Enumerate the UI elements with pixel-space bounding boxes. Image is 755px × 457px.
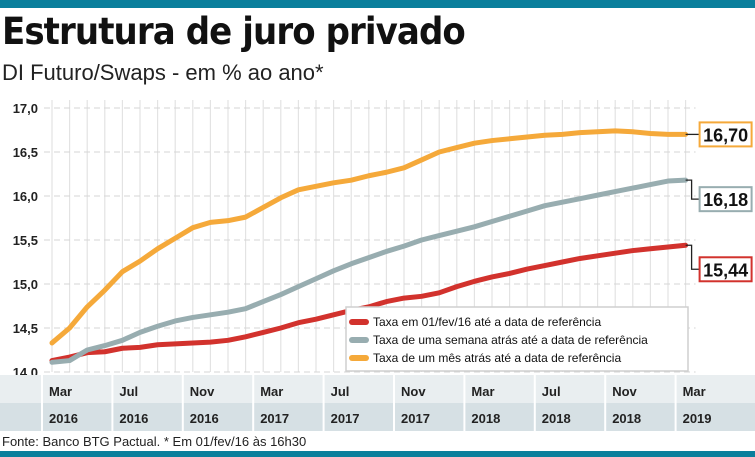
y-tick-label: 14,5 bbox=[13, 321, 38, 336]
legend: Taxa em 01/fev/16 até a data de referênc… bbox=[345, 306, 689, 372]
source-note: Fonte: Banco BTG Pactual. * Em 01/fev/16… bbox=[2, 434, 307, 449]
x-tick-month: Jul bbox=[542, 384, 561, 399]
chart-title: Estrutura de juro privado bbox=[2, 10, 466, 53]
x-tick-year: 2017 bbox=[260, 411, 289, 426]
x-tick-year: 2016 bbox=[49, 411, 78, 426]
series-line bbox=[49, 177, 689, 365]
x-tick-year: 2016 bbox=[190, 411, 219, 426]
x-tick-month: Mar bbox=[683, 384, 706, 399]
x-tick-month: Nov bbox=[190, 384, 215, 399]
legend-label: Taxa de um mês atrás até a data de refer… bbox=[373, 351, 621, 365]
end-label-connector bbox=[685, 179, 700, 200]
chart-subtitle: DI Futuro/Swaps - em % ao ano* bbox=[2, 60, 324, 85]
y-tick-label: 15,5 bbox=[13, 233, 38, 248]
x-tick-month: Nov bbox=[401, 384, 426, 399]
y-tick-label: 16,5 bbox=[13, 145, 38, 160]
legend-box bbox=[345, 306, 689, 372]
x-tick-year: 2017 bbox=[331, 411, 360, 426]
end-label-box bbox=[698, 186, 753, 213]
x-tick-year: 2016 bbox=[119, 411, 148, 426]
top-accent-bar bbox=[0, 0, 755, 8]
x-axis-band-years bbox=[0, 403, 755, 431]
x-tick-month: Mar bbox=[260, 384, 283, 399]
end-label-box bbox=[698, 256, 753, 283]
x-tick-month: Jul bbox=[331, 384, 350, 399]
legend-label: Taxa em 01/fev/16 até a data de referênc… bbox=[373, 315, 601, 329]
x-axis-band-months bbox=[0, 375, 755, 403]
end-label-box bbox=[698, 121, 753, 148]
x-tick-year: 2018 bbox=[612, 411, 641, 426]
y-tick-label: 17,0 bbox=[13, 101, 38, 116]
bottom-accent-bar bbox=[0, 451, 755, 457]
end-value-label: 16,18 bbox=[703, 190, 748, 210]
x-tick-month: Mar bbox=[471, 384, 494, 399]
legend-label: Taxa de uma semana atrás até a data de r… bbox=[373, 333, 648, 347]
y-tick-label: 15,0 bbox=[13, 277, 38, 292]
end-value-label: 15,44 bbox=[703, 260, 748, 280]
x-tick-year: 2017 bbox=[401, 411, 430, 426]
x-tick-month: Nov bbox=[612, 384, 637, 399]
y-tick-label: 16,0 bbox=[13, 189, 38, 204]
end-label-connector bbox=[685, 244, 700, 270]
x-tick-year: 2018 bbox=[542, 411, 571, 426]
end-value-label: 16,70 bbox=[703, 125, 748, 145]
series-line bbox=[49, 128, 689, 346]
x-tick-year: 2019 bbox=[683, 411, 712, 426]
x-tick-month: Jul bbox=[119, 384, 138, 399]
x-tick-month: Mar bbox=[49, 384, 72, 399]
x-tick-year: 2018 bbox=[471, 411, 500, 426]
